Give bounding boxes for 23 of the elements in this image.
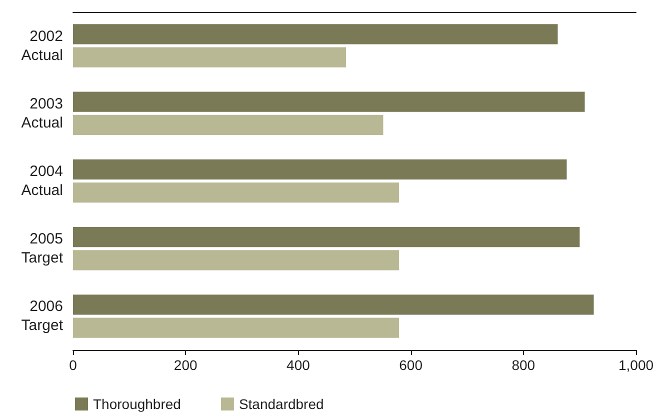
bar — [73, 159, 567, 180]
y-tick-label: 2003 Actual — [21, 95, 63, 132]
bar — [73, 114, 384, 136]
legend-label: Standardbred — [238, 396, 324, 412]
bar — [73, 24, 558, 44]
y-tick-label: 2005 Target — [21, 230, 64, 267]
legend-label: Thoroughbred — [93, 396, 181, 412]
bar — [73, 92, 585, 112]
x-tick-label: 0 — [69, 357, 78, 373]
bar — [73, 182, 399, 203]
bar — [73, 318, 399, 338]
y-tick-label: 2006 Target — [21, 298, 64, 334]
x-tick-label: 600 — [399, 357, 423, 373]
bar — [73, 294, 594, 315]
bar — [73, 250, 399, 270]
x-tick-label: 1,000 — [618, 357, 654, 373]
y-tick-label: 2002 Actual — [21, 28, 63, 64]
y-tick-label: 2004 Actual — [21, 163, 63, 199]
bar — [73, 226, 580, 248]
x-tick-label: 800 — [512, 357, 536, 373]
x-tick-label: 400 — [286, 357, 310, 373]
x-tick-label: 200 — [174, 357, 198, 373]
bar — [73, 47, 346, 68]
